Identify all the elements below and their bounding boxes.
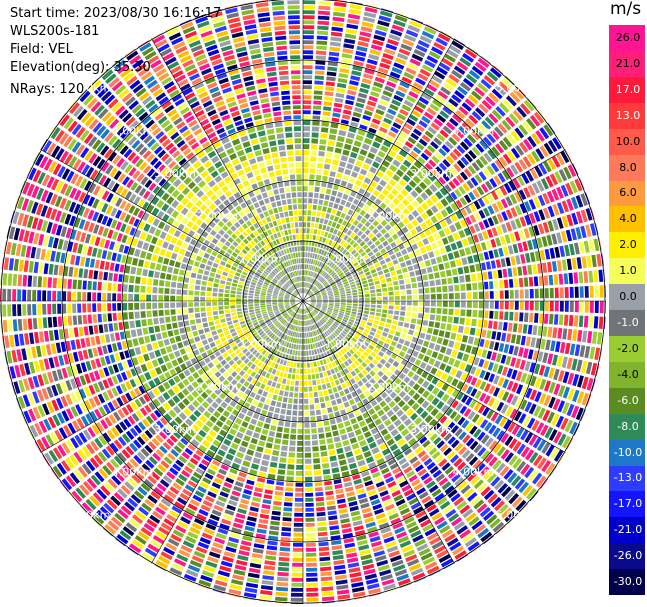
azimuth-spoke bbox=[40, 149, 304, 302]
colorbar-tick-label: 26.0 bbox=[615, 31, 641, 44]
colorbar-tick-label: -2.0 bbox=[617, 341, 639, 355]
range-ring-label: 4.00km bbox=[112, 125, 154, 138]
colorbar-cell bbox=[609, 128, 645, 155]
colorbar-cell bbox=[609, 517, 645, 544]
colorbar-cell bbox=[609, 232, 645, 259]
azimuth-spoke bbox=[302, 149, 566, 302]
elevation-text: Elevation(deg): 35.30 bbox=[10, 60, 151, 75]
colorbar-tick-label: -1.0 bbox=[617, 316, 639, 329]
colorbar-cell bbox=[609, 154, 645, 181]
range-ring-label: 1.00km bbox=[325, 337, 367, 350]
colorbar-tick-label: -30.0 bbox=[613, 575, 643, 588]
colorbar-tick-label: 2.0 bbox=[619, 238, 637, 252]
colorbar-tick-label: -21.0 bbox=[613, 523, 643, 537]
colorbar-tick-label: 0.0 bbox=[619, 290, 637, 303]
colorbar-tick-label: 17.0 bbox=[615, 82, 641, 96]
range-ring-label: 2.00km bbox=[197, 209, 239, 222]
colorbar-tick-label: 21.0 bbox=[615, 56, 641, 70]
colorbar-cell bbox=[609, 569, 645, 596]
colorbar-tick-label: -13.0 bbox=[613, 471, 643, 485]
azimuth-spokes bbox=[0, 0, 606, 604]
colorbar-cell bbox=[609, 206, 645, 233]
colorbar-cell bbox=[609, 50, 645, 78]
colorbar-cell bbox=[609, 102, 645, 130]
azimuth-spoke bbox=[302, 300, 566, 453]
colorbar-tick-label: -17.0 bbox=[613, 497, 643, 511]
range-ring-labels: 1.00km 1.00km 1.00km 1.00km 2.00km 2.00km 2.00… bbox=[69, 82, 538, 522]
colorbar-cell bbox=[609, 361, 645, 389]
colorbar-tick-label: 10.0 bbox=[615, 134, 641, 148]
colorbar-tick-label: 8.0 bbox=[619, 160, 637, 174]
colorbar-cell bbox=[609, 76, 645, 104]
azimuth-spoke bbox=[40, 300, 304, 453]
colorbar-cell bbox=[609, 543, 645, 570]
colorbar-cell bbox=[609, 180, 645, 207]
colorbar-tick-label: -4.0 bbox=[617, 367, 639, 381]
azimuth-spoke bbox=[151, 38, 304, 302]
colorbar-cell bbox=[609, 491, 645, 518]
colorbar-cell bbox=[609, 284, 645, 311]
nrays-text: NRays: 120 bbox=[10, 82, 85, 97]
range-ring-label: 3.00km bbox=[154, 423, 196, 436]
colorbar-tick-label: 4.0 bbox=[619, 212, 637, 226]
colorbar-cell bbox=[609, 439, 645, 466]
colorbar-unit: m/s bbox=[610, 0, 642, 19]
azimuth-spoke bbox=[302, 300, 455, 564]
colorbar-cell bbox=[609, 465, 645, 492]
colorbar-cell bbox=[609, 310, 645, 337]
range-ring-label: 3.00km bbox=[410, 167, 452, 180]
range-ring-label: 4.00km bbox=[453, 465, 495, 478]
colorbar-tick-label: -8.0 bbox=[617, 419, 639, 433]
azimuth-spoke bbox=[302, 38, 455, 302]
colorbar-tick-label: 6.0 bbox=[619, 186, 637, 200]
colorbar-tick-label: -6.0 bbox=[617, 393, 639, 407]
colorbar-tick-label: -10.0 bbox=[613, 445, 643, 459]
range-ring-label: 4.00km bbox=[453, 125, 495, 138]
colorbar-cell bbox=[609, 258, 645, 285]
range-ring-label: 3.00km bbox=[410, 423, 452, 436]
range-ring-label: 5.00km bbox=[69, 82, 111, 95]
field-text: Field: VEL bbox=[10, 42, 73, 57]
colorbar-cell bbox=[609, 335, 645, 363]
range-ring-label: 5.00km bbox=[496, 509, 538, 522]
start-time-text: Start time: 2023/08/30 16:16:17 bbox=[10, 6, 222, 21]
range-ring-label: 2.00km bbox=[197, 381, 239, 394]
range-ring-label: 5.00km bbox=[69, 509, 111, 522]
range-ring-label: 1.00km bbox=[240, 337, 282, 350]
instrument-text: WLS200s-181 bbox=[10, 24, 100, 39]
colorbar-cell bbox=[609, 387, 645, 415]
azimuth-spoke bbox=[151, 300, 304, 564]
range-ring-label: 3.00km bbox=[154, 167, 196, 180]
range-ring-label: 1.00km bbox=[240, 253, 282, 266]
scan-info: Start time: 2023/08/30 16:16:17 WLS200s-… bbox=[10, 5, 221, 99]
colorbar-tick-label: 1.0 bbox=[619, 264, 637, 278]
colorbar-cell bbox=[609, 25, 645, 52]
colorbar-tick-label: -26.0 bbox=[613, 549, 643, 563]
colorbar bbox=[609, 25, 645, 596]
range-ring-label: 1.00km bbox=[325, 253, 367, 266]
range-ring-label: 4.00km bbox=[112, 465, 154, 478]
range-ring-label: 2.00km bbox=[368, 209, 410, 222]
range-ring-label: 2.00km bbox=[368, 381, 410, 394]
colorbar-tick-label: 13.0 bbox=[615, 108, 641, 122]
colorbar-cell bbox=[609, 413, 645, 440]
radar-wedges bbox=[0, 0, 606, 604]
range-ring-label: 5.00km bbox=[496, 82, 538, 95]
